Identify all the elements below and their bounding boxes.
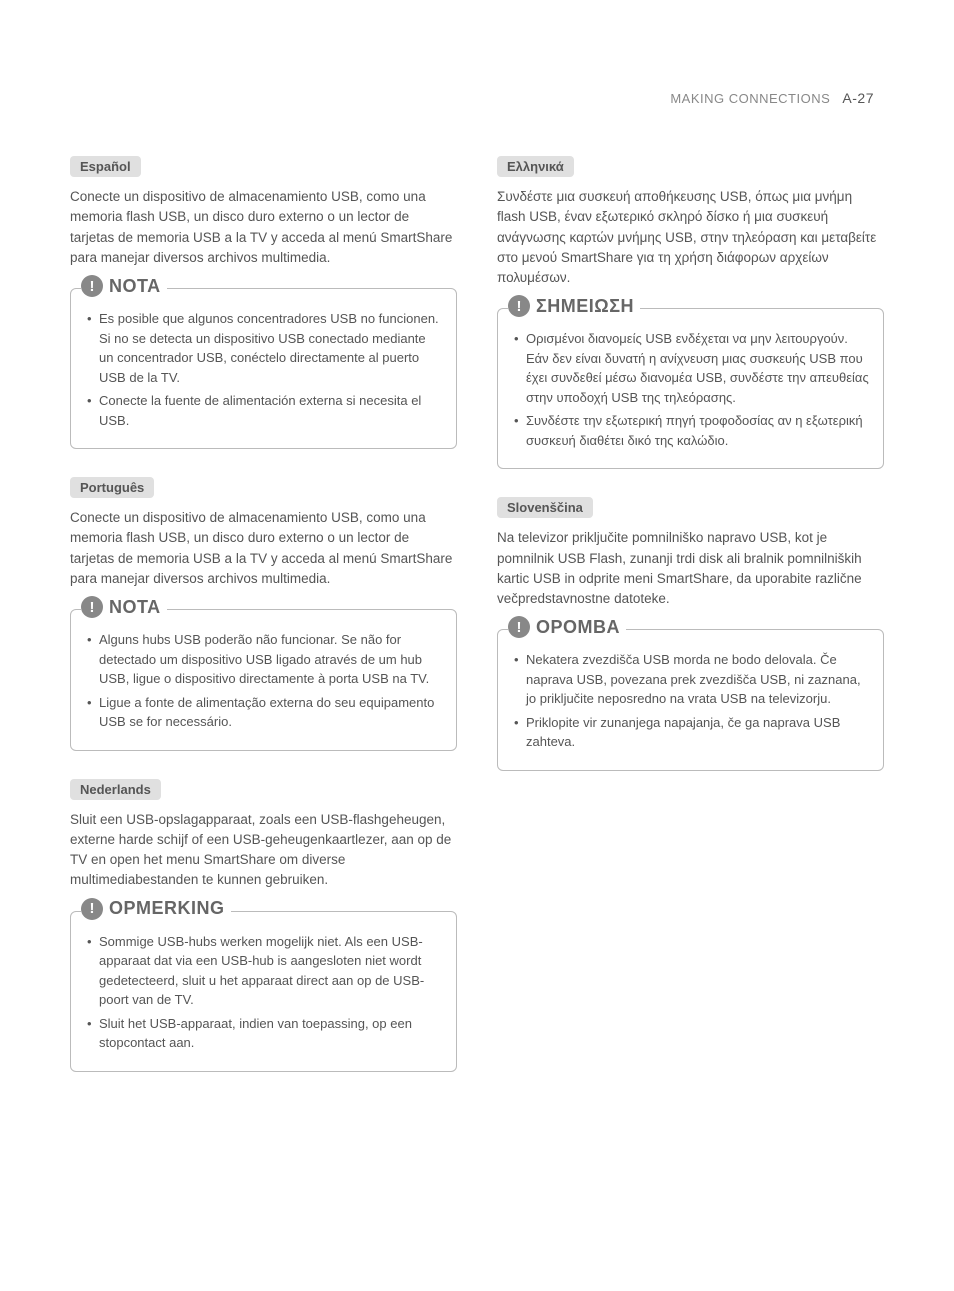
note-item: Priklopite vir zunanjega napajanja, če g…	[512, 713, 869, 752]
note-heading: NOTA	[109, 276, 161, 297]
exclamation-icon: !	[81, 898, 103, 920]
note-heading: NOTA	[109, 597, 161, 618]
note-heading: ΣΗΜΕΙΩΣΗ	[536, 296, 634, 317]
page-header: MAKING CONNECTIONS A-27	[70, 90, 884, 106]
body-text: Conecte un dispositivo de almacenamiento…	[70, 508, 457, 589]
note-item: Nekatera zvezdišča USB morda ne bodo del…	[512, 650, 869, 709]
note-item: Ορισμένοι διανομείς USB ενδέχεται να μην…	[512, 329, 869, 407]
section-portugues: Português Conecte un dispositivo de alma…	[70, 477, 457, 751]
section-greek: Ελληνικά Συνδέστε μια συσκευή αποθήκευση…	[497, 156, 884, 469]
section-title: MAKING CONNECTIONS	[670, 91, 830, 106]
exclamation-icon: !	[81, 275, 103, 297]
note-box: ! NOTA Es posible que algunos concentrad…	[70, 288, 457, 449]
note-heading: OPOMBA	[536, 617, 620, 638]
page-number: A-27	[842, 90, 874, 106]
note-box: ! OPOMBA Nekatera zvezdišča USB morda ne…	[497, 629, 884, 771]
section-espanol: Español Conecte un dispositivo de almace…	[70, 156, 457, 449]
right-column: Ελληνικά Συνδέστε μια συσκευή αποθήκευση…	[497, 156, 884, 1100]
note-list: Sommige USB-hubs werken mogelijk niet. A…	[85, 926, 442, 1053]
note-box: ! NOTA Alguns hubs USB poderão não funci…	[70, 609, 457, 751]
section-slovenian: Slovenščina Na televizor priključite pom…	[497, 497, 884, 771]
note-list: Ορισμένοι διανομείς USB ενδέχεται να μην…	[512, 323, 869, 450]
note-list: Es posible que algunos concentradores US…	[85, 303, 442, 430]
lang-label: Slovenščina	[497, 497, 593, 518]
note-title: ! NOTA	[81, 275, 167, 297]
body-text: Na televizor priključite pomnilniško nap…	[497, 528, 884, 609]
note-list: Alguns hubs USB poderão não funcionar. S…	[85, 624, 442, 732]
page-container: MAKING CONNECTIONS A-27 Español Conecte …	[0, 0, 954, 1150]
note-item: Alguns hubs USB poderão não funcionar. S…	[85, 630, 442, 689]
exclamation-icon: !	[508, 295, 530, 317]
note-title: ! OPOMBA	[508, 616, 626, 638]
left-column: Español Conecte un dispositivo de almace…	[70, 156, 457, 1100]
note-box: ! OPMERKING Sommige USB-hubs werken moge…	[70, 911, 457, 1072]
note-box: ! ΣΗΜΕΙΩΣΗ Ορισμένοι διανομείς USB ενδέχ…	[497, 308, 884, 469]
lang-label: Nederlands	[70, 779, 161, 800]
body-text: Συνδέστε μια συσκευή αποθήκευσης USB, όπ…	[497, 187, 884, 288]
lang-label: Ελληνικά	[497, 156, 574, 177]
note-item: Es posible que algunos concentradores US…	[85, 309, 442, 387]
lang-label: Português	[70, 477, 154, 498]
note-heading: OPMERKING	[109, 898, 225, 919]
body-text: Sluit een USB-opslagapparaat, zoals een …	[70, 810, 457, 891]
note-title: ! NOTA	[81, 596, 167, 618]
content-columns: Español Conecte un dispositivo de almace…	[70, 156, 884, 1100]
note-list: Nekatera zvezdišča USB morda ne bodo del…	[512, 644, 869, 752]
note-item: Sommige USB-hubs werken mogelijk niet. A…	[85, 932, 442, 1010]
body-text: Conecte un dispositivo de almacenamiento…	[70, 187, 457, 268]
note-title: ! ΣΗΜΕΙΩΣΗ	[508, 295, 640, 317]
note-item: Sluit het USB-apparaat, indien van toepa…	[85, 1014, 442, 1053]
lang-label: Español	[70, 156, 141, 177]
note-item: Conecte la fuente de alimentación extern…	[85, 391, 442, 430]
note-item: Ligue a fonte de alimentação externa do …	[85, 693, 442, 732]
note-item: Συνδέστε την εξωτερική πηγή τροφοδοσίας …	[512, 411, 869, 450]
exclamation-icon: !	[508, 616, 530, 638]
exclamation-icon: !	[81, 596, 103, 618]
note-title: ! OPMERKING	[81, 898, 231, 920]
section-nederlands: Nederlands Sluit een USB-opslagapparaat,…	[70, 779, 457, 1072]
